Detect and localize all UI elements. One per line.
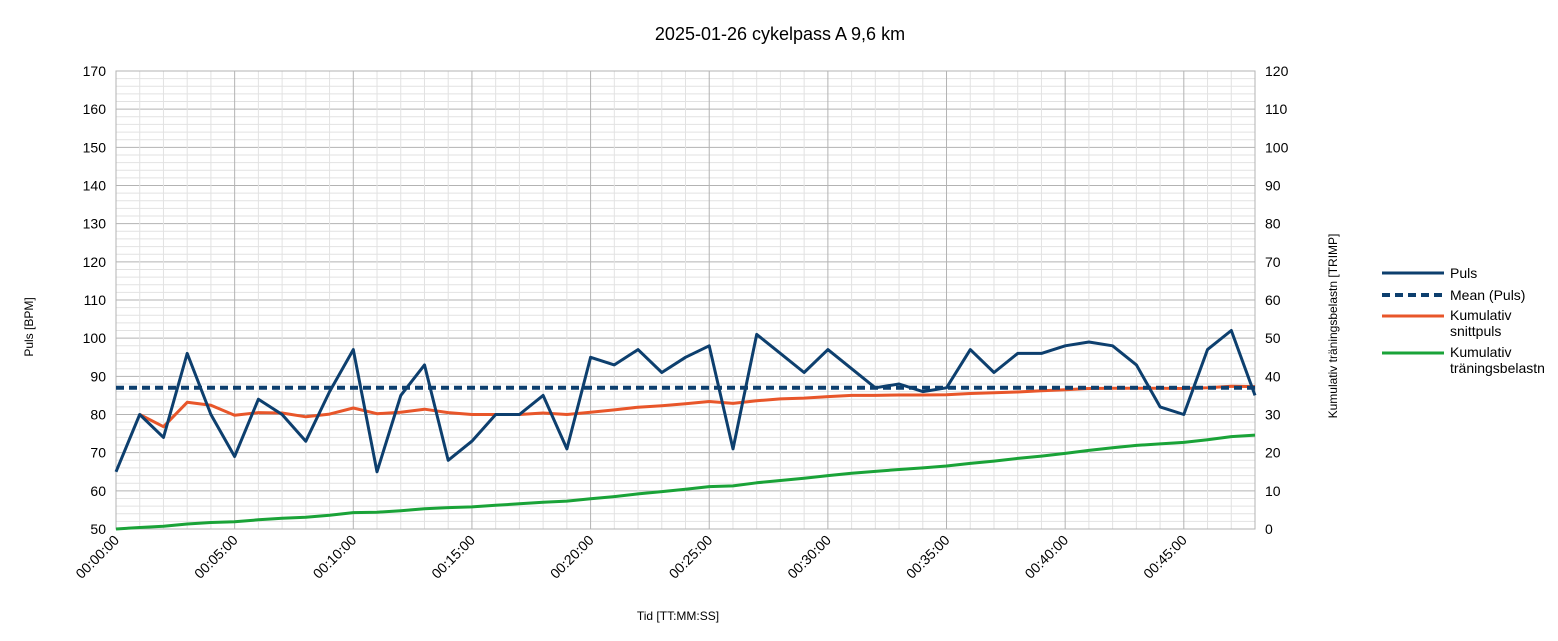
y2-tick-label: 120 bbox=[1265, 63, 1289, 79]
x-tick-label: 00:20:00 bbox=[547, 532, 597, 582]
x-tick-label: 00:00:00 bbox=[72, 532, 122, 582]
x-tick-label: 00:10:00 bbox=[310, 532, 360, 582]
y2-tick-label: 80 bbox=[1265, 216, 1281, 232]
y-tick-label: 130 bbox=[83, 216, 107, 232]
chart-title: 2025-01-26 cykelpass A 9,6 km bbox=[655, 24, 905, 44]
y2-tick-label: 0 bbox=[1265, 521, 1273, 537]
y-tick-label: 70 bbox=[90, 445, 106, 461]
x-tick-label: 00:05:00 bbox=[191, 532, 241, 582]
legend-label-kumulativ-traningsbelastn: Kumulativ träningsbelastn bbox=[1450, 344, 1545, 376]
y2-tick-label: 20 bbox=[1265, 445, 1281, 461]
series-group bbox=[114, 329, 1257, 531]
y-tick-label: 90 bbox=[90, 368, 106, 384]
y-axis-title: Puls [BPM] bbox=[22, 297, 36, 356]
y2-axis-ticks: 0 10 20 30 40 50 60 70 80 90 100 110 120 bbox=[1265, 63, 1289, 537]
x-tick-label: 00:35:00 bbox=[903, 532, 953, 582]
series-line-0 bbox=[114, 329, 1257, 474]
x-tick-label: 00:30:00 bbox=[784, 532, 834, 582]
x-tick-label: 00:40:00 bbox=[1021, 532, 1071, 582]
legend-label-line: snittpuls bbox=[1450, 323, 1501, 339]
plot-area-border bbox=[115, 70, 1256, 530]
y-tick-label: 100 bbox=[83, 330, 107, 346]
y-tick-label: 60 bbox=[90, 483, 106, 499]
x-axis-title: Tid [TT:MM:SS] bbox=[637, 609, 719, 623]
legend-label-line: Kumulativ bbox=[1450, 307, 1511, 323]
legend: Puls Mean (Puls) Kumulativ snittpuls Kum… bbox=[1382, 265, 1545, 376]
legend-label-line: Kumulativ bbox=[1450, 344, 1511, 360]
legend-label-puls: Puls bbox=[1450, 265, 1477, 281]
y2-tick-label: 30 bbox=[1265, 407, 1281, 423]
y2-tick-label: 50 bbox=[1265, 330, 1281, 346]
y2-tick-label: 60 bbox=[1265, 292, 1281, 308]
y-tick-label: 120 bbox=[83, 254, 107, 270]
y2-tick-label: 70 bbox=[1265, 254, 1281, 270]
y-tick-label: 80 bbox=[90, 407, 106, 423]
x-axis-ticks: 00:00:00 00:05:00 00:10:00 00:15:00 00:20:00… bbox=[72, 532, 1190, 582]
y-tick-label: 140 bbox=[83, 178, 107, 194]
legend-label-line: träningsbelastn bbox=[1450, 360, 1545, 376]
x-tick-label: 00:45:00 bbox=[1140, 532, 1190, 582]
x-tick-label: 00:25:00 bbox=[665, 532, 715, 582]
y-axis-ticks: 50 60 70 80 90 100 110 120 130 140 150 160 170 bbox=[83, 63, 107, 537]
y2-tick-label: 40 bbox=[1265, 368, 1281, 384]
y2-tick-label: 100 bbox=[1265, 139, 1289, 155]
y2-tick-label: 10 bbox=[1265, 483, 1281, 499]
legend-label-mean: Mean (Puls) bbox=[1450, 287, 1525, 303]
y2-axis-title: Kumulativ träningsbelastn [TRIMP] bbox=[1326, 234, 1340, 419]
y-tick-label: 160 bbox=[83, 101, 107, 117]
legend-label-kumulativ-snittpuls: Kumulativ snittpuls bbox=[1450, 307, 1515, 339]
y-tick-label: 150 bbox=[83, 139, 107, 155]
y2-tick-label: 90 bbox=[1265, 178, 1281, 194]
series-line-3 bbox=[115, 433, 1256, 531]
y2-tick-label: 110 bbox=[1265, 101, 1288, 117]
grid bbox=[115, 70, 1256, 530]
y-tick-label: 170 bbox=[83, 63, 107, 79]
y-tick-label: 110 bbox=[84, 292, 107, 308]
x-tick-label: 00:15:00 bbox=[428, 532, 478, 582]
y-tick-label: 50 bbox=[90, 521, 106, 537]
